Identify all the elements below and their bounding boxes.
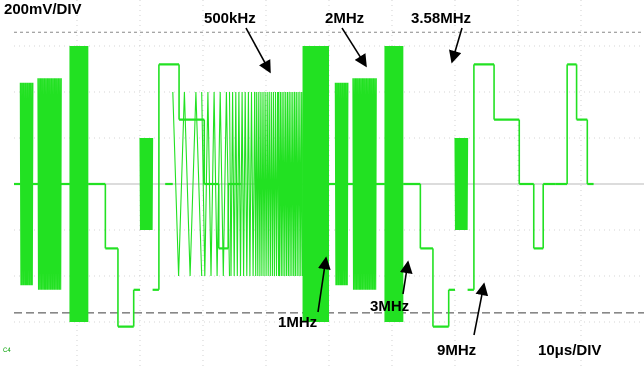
- burst-dense: [37, 78, 62, 290]
- channel-tag: C4: [3, 348, 11, 354]
- annotation-arrow: [341, 27, 367, 68]
- horizontal-scale-label: 10μs/DIV: [538, 342, 601, 359]
- annotation-label-1mhz: 1MHz: [278, 314, 317, 331]
- burst-500khz: [172, 91, 203, 277]
- burst-3mhz: [254, 91, 280, 277]
- annotation-arrow: [245, 27, 271, 74]
- annotation-arrow: [473, 282, 489, 336]
- annotation-arrow: [449, 27, 463, 64]
- vertical-scale-label: 200mV/DIV: [4, 1, 82, 18]
- color-burst: [139, 137, 154, 231]
- annotation-arrows: [245, 27, 489, 336]
- burst-dense: [334, 82, 349, 286]
- annotation-label-500khz: 500kHz: [204, 10, 256, 27]
- annotation-label-3-58mhz: 3.58MHz: [411, 10, 471, 27]
- burst-1mhz: [201, 91, 231, 277]
- burst-solid: [69, 46, 89, 322]
- color-burst: [454, 137, 469, 231]
- signal-trace: [14, 46, 594, 328]
- burst-solid: [384, 46, 404, 322]
- burst-dense: [352, 78, 377, 290]
- annotation-label-9mhz: 9MHz: [437, 342, 476, 359]
- burst-dense: [19, 82, 34, 286]
- annotation-label-3mhz: 3MHz: [370, 298, 409, 315]
- burst-2mhz: [228, 91, 256, 277]
- annotation-arrow: [317, 256, 331, 313]
- burst-9mhz: [302, 46, 329, 322]
- burst-3-58mhz: [278, 91, 304, 277]
- annotation-label-2mhz: 2MHz: [325, 10, 364, 27]
- annotation-arrow: [399, 260, 413, 295]
